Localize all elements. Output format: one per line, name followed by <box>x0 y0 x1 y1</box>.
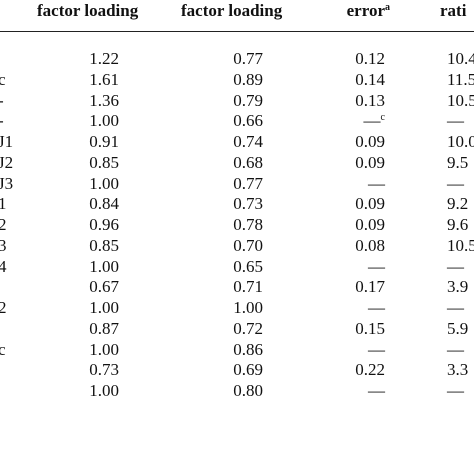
row-label: 2 <box>0 215 7 234</box>
row-label: J2 <box>0 152 14 172</box>
table-cell: 1.00 <box>89 256 119 276</box>
table-cell: 0.72 <box>233 318 263 338</box>
row-label: 2 <box>0 298 7 317</box>
table-cell: 0.08 <box>355 235 385 255</box>
table-cell: 10.0 <box>447 132 474 151</box>
table-cell: — <box>447 298 464 317</box>
row-label: 4 <box>0 256 7 276</box>
table-cell: 0.13 <box>355 90 385 110</box>
row-label: c <box>0 339 6 359</box>
table-cell: 1.22 <box>89 49 119 68</box>
table-cell: 0.77 <box>233 49 263 68</box>
table-cell: 1.00 <box>89 339 119 359</box>
table-cell: — <box>447 111 464 131</box>
cell-text: — <box>363 111 381 131</box>
footnote-mark: a <box>385 2 390 13</box>
table-cell: 0.09 <box>355 132 385 151</box>
table-cell: 9.2 <box>447 194 469 214</box>
table-cell: 0.84 <box>89 194 119 214</box>
table-cell: 0.69 <box>233 360 263 380</box>
table-cell: — <box>368 256 385 276</box>
table-cell: 1.61 <box>89 69 119 89</box>
table-cell: 0.12 <box>355 49 385 68</box>
table-cell: 0.09 <box>355 215 385 234</box>
table-cell: 0.78 <box>233 215 263 234</box>
table-cell: 0.09 <box>355 194 385 214</box>
row-label: - <box>0 111 4 131</box>
table-cell: 0.14 <box>355 69 385 89</box>
table-cell: 1.00 <box>233 298 263 317</box>
cell-text: error <box>346 1 385 20</box>
table-cell: — <box>368 298 385 317</box>
row-label: - <box>0 91 4 111</box>
table-cell: — <box>368 173 385 193</box>
table-cell: 5.9 <box>447 318 469 338</box>
table-cell: — <box>368 339 385 359</box>
table-cell: 10.4 <box>447 49 474 68</box>
table-cell: 0.77 <box>233 173 263 193</box>
column-header: errora <box>347 1 390 21</box>
table-cell: 0.15 <box>355 318 385 338</box>
table-cell: — <box>447 173 464 193</box>
table-cell: 0.22 <box>355 360 385 380</box>
table-cell: 9.5 <box>447 152 469 172</box>
table-cell: — <box>447 339 464 359</box>
table-cell: — <box>447 256 464 276</box>
row-label: c <box>0 69 6 89</box>
table-cell: — <box>368 381 385 400</box>
column-header: factor loading <box>37 1 139 20</box>
row-label: J3 <box>0 173 14 193</box>
table-cell: 3.3 <box>447 360 469 380</box>
table-cell: 0.80 <box>233 381 263 400</box>
table-cell: 0.87 <box>89 318 119 338</box>
row-label: J1 <box>0 132 14 151</box>
table-cell: 1.00 <box>89 298 119 317</box>
table-cell: 10.5 <box>447 90 474 110</box>
table-cell: 0.73 <box>89 360 119 380</box>
table-cell: 0.89 <box>233 69 263 89</box>
footnote-mark: c <box>380 112 385 124</box>
table-cell: 0.74 <box>233 132 263 151</box>
table-cell: 0.71 <box>233 277 263 297</box>
table-cell: 9.6 <box>447 215 469 234</box>
table-cell: 0.70 <box>233 235 263 255</box>
table-cell: 0.66 <box>233 111 263 131</box>
row-label: 3 <box>0 235 7 255</box>
table-cell: 0.17 <box>355 277 385 297</box>
table-cell: 0.85 <box>89 152 119 172</box>
table-cell: 0.67 <box>89 277 119 297</box>
header-rule <box>0 31 474 32</box>
table-cell: 10.5 <box>447 235 474 255</box>
table-cell: 0.86 <box>233 339 263 359</box>
table-cell: 1.00 <box>89 111 119 131</box>
table-cell: 1.36 <box>89 90 119 110</box>
table-cell: 0.79 <box>233 90 263 110</box>
table-cell: —c <box>364 111 385 131</box>
table-cell: 1.00 <box>89 381 119 400</box>
table-cell: 0.96 <box>89 215 119 234</box>
table-cell: 0.91 <box>89 132 119 151</box>
table-cell: — <box>447 381 464 400</box>
table-cell: 11.5 <box>447 69 474 89</box>
table-cell: 3.9 <box>447 277 469 297</box>
table-cell: 1.00 <box>89 173 119 193</box>
table-cell: 0.65 <box>233 256 263 276</box>
column-header: factor loading <box>181 1 283 20</box>
column-header: rati <box>440 1 467 20</box>
table-cell: 0.68 <box>233 152 263 172</box>
row-label: 1 <box>0 194 7 214</box>
table-cell: 0.73 <box>233 194 263 214</box>
table-cell: 0.09 <box>355 152 385 172</box>
table-cell: 0.85 <box>89 235 119 255</box>
